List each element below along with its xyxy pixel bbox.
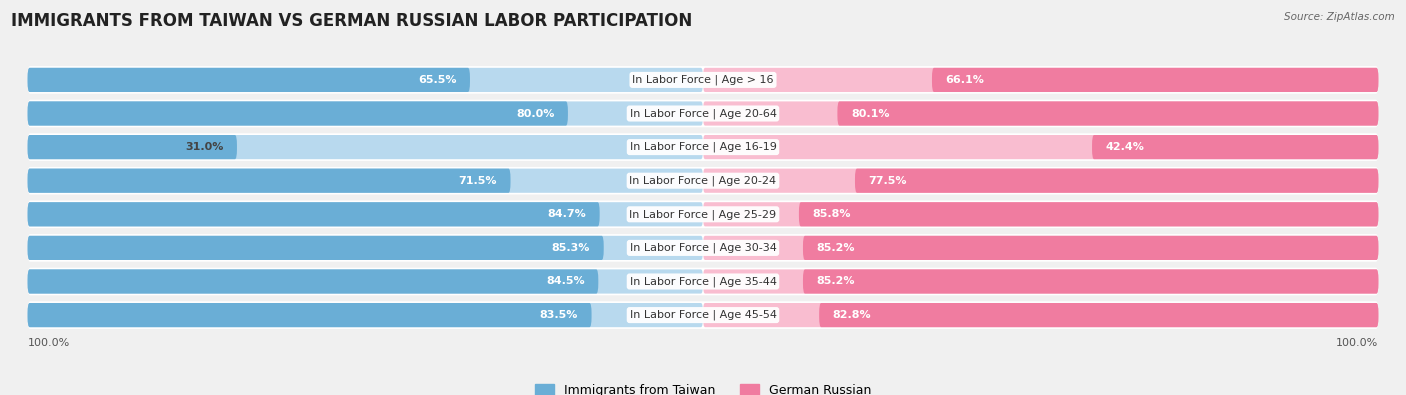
Text: 83.5%: 83.5%	[540, 310, 578, 320]
Text: 85.3%: 85.3%	[551, 243, 591, 253]
FancyBboxPatch shape	[703, 169, 1378, 193]
Text: 77.5%: 77.5%	[869, 176, 907, 186]
Text: 42.4%: 42.4%	[1105, 142, 1144, 152]
FancyBboxPatch shape	[28, 135, 238, 159]
Text: 100.0%: 100.0%	[1336, 338, 1378, 348]
Text: 80.1%: 80.1%	[851, 109, 890, 118]
Text: IMMIGRANTS FROM TAIWAN VS GERMAN RUSSIAN LABOR PARTICIPATION: IMMIGRANTS FROM TAIWAN VS GERMAN RUSSIAN…	[11, 12, 693, 30]
FancyBboxPatch shape	[838, 102, 1378, 126]
Text: In Labor Force | Age 16-19: In Labor Force | Age 16-19	[630, 142, 776, 152]
FancyBboxPatch shape	[28, 167, 1378, 194]
FancyBboxPatch shape	[803, 236, 1378, 260]
FancyBboxPatch shape	[28, 68, 470, 92]
FancyBboxPatch shape	[28, 134, 1378, 161]
FancyBboxPatch shape	[28, 135, 703, 159]
FancyBboxPatch shape	[28, 169, 510, 193]
FancyBboxPatch shape	[28, 66, 1378, 94]
FancyBboxPatch shape	[703, 68, 1378, 92]
Text: In Labor Force | Age > 16: In Labor Force | Age > 16	[633, 75, 773, 85]
FancyBboxPatch shape	[28, 234, 1378, 261]
FancyBboxPatch shape	[28, 202, 600, 226]
FancyBboxPatch shape	[28, 201, 1378, 228]
Text: 100.0%: 100.0%	[28, 338, 70, 348]
Text: 85.8%: 85.8%	[813, 209, 851, 219]
FancyBboxPatch shape	[703, 303, 1378, 327]
FancyBboxPatch shape	[28, 169, 703, 193]
FancyBboxPatch shape	[28, 202, 703, 226]
FancyBboxPatch shape	[28, 102, 568, 126]
FancyBboxPatch shape	[932, 68, 1378, 92]
FancyBboxPatch shape	[28, 303, 703, 327]
Legend: Immigrants from Taiwan, German Russian: Immigrants from Taiwan, German Russian	[530, 379, 876, 395]
FancyBboxPatch shape	[28, 303, 592, 327]
Text: Source: ZipAtlas.com: Source: ZipAtlas.com	[1284, 12, 1395, 22]
Text: In Labor Force | Age 45-54: In Labor Force | Age 45-54	[630, 310, 776, 320]
FancyBboxPatch shape	[28, 236, 603, 260]
Text: In Labor Force | Age 30-34: In Labor Force | Age 30-34	[630, 243, 776, 253]
Text: 80.0%: 80.0%	[516, 109, 554, 118]
Text: 82.8%: 82.8%	[832, 310, 872, 320]
Text: 65.5%: 65.5%	[418, 75, 457, 85]
Text: In Labor Force | Age 35-44: In Labor Force | Age 35-44	[630, 276, 776, 287]
FancyBboxPatch shape	[28, 269, 703, 293]
FancyBboxPatch shape	[855, 169, 1378, 193]
FancyBboxPatch shape	[28, 269, 599, 293]
FancyBboxPatch shape	[28, 100, 1378, 127]
FancyBboxPatch shape	[28, 268, 1378, 295]
Text: In Labor Force | Age 25-29: In Labor Force | Age 25-29	[630, 209, 776, 220]
FancyBboxPatch shape	[703, 102, 1378, 126]
FancyBboxPatch shape	[703, 269, 1378, 293]
Text: 84.5%: 84.5%	[546, 276, 585, 286]
Text: 85.2%: 85.2%	[817, 243, 855, 253]
FancyBboxPatch shape	[28, 68, 703, 92]
FancyBboxPatch shape	[820, 303, 1378, 327]
Text: In Labor Force | Age 20-64: In Labor Force | Age 20-64	[630, 108, 776, 119]
FancyBboxPatch shape	[1092, 135, 1378, 159]
FancyBboxPatch shape	[703, 202, 1378, 226]
FancyBboxPatch shape	[799, 202, 1378, 226]
Text: 84.7%: 84.7%	[547, 209, 586, 219]
FancyBboxPatch shape	[28, 236, 703, 260]
FancyBboxPatch shape	[28, 301, 1378, 329]
Text: 85.2%: 85.2%	[817, 276, 855, 286]
Text: 71.5%: 71.5%	[458, 176, 496, 186]
FancyBboxPatch shape	[703, 236, 1378, 260]
Text: 66.1%: 66.1%	[945, 75, 984, 85]
FancyBboxPatch shape	[703, 135, 1378, 159]
FancyBboxPatch shape	[28, 102, 703, 126]
Text: 31.0%: 31.0%	[186, 142, 224, 152]
FancyBboxPatch shape	[803, 269, 1378, 293]
Text: In Labor Force | Age 20-24: In Labor Force | Age 20-24	[630, 175, 776, 186]
